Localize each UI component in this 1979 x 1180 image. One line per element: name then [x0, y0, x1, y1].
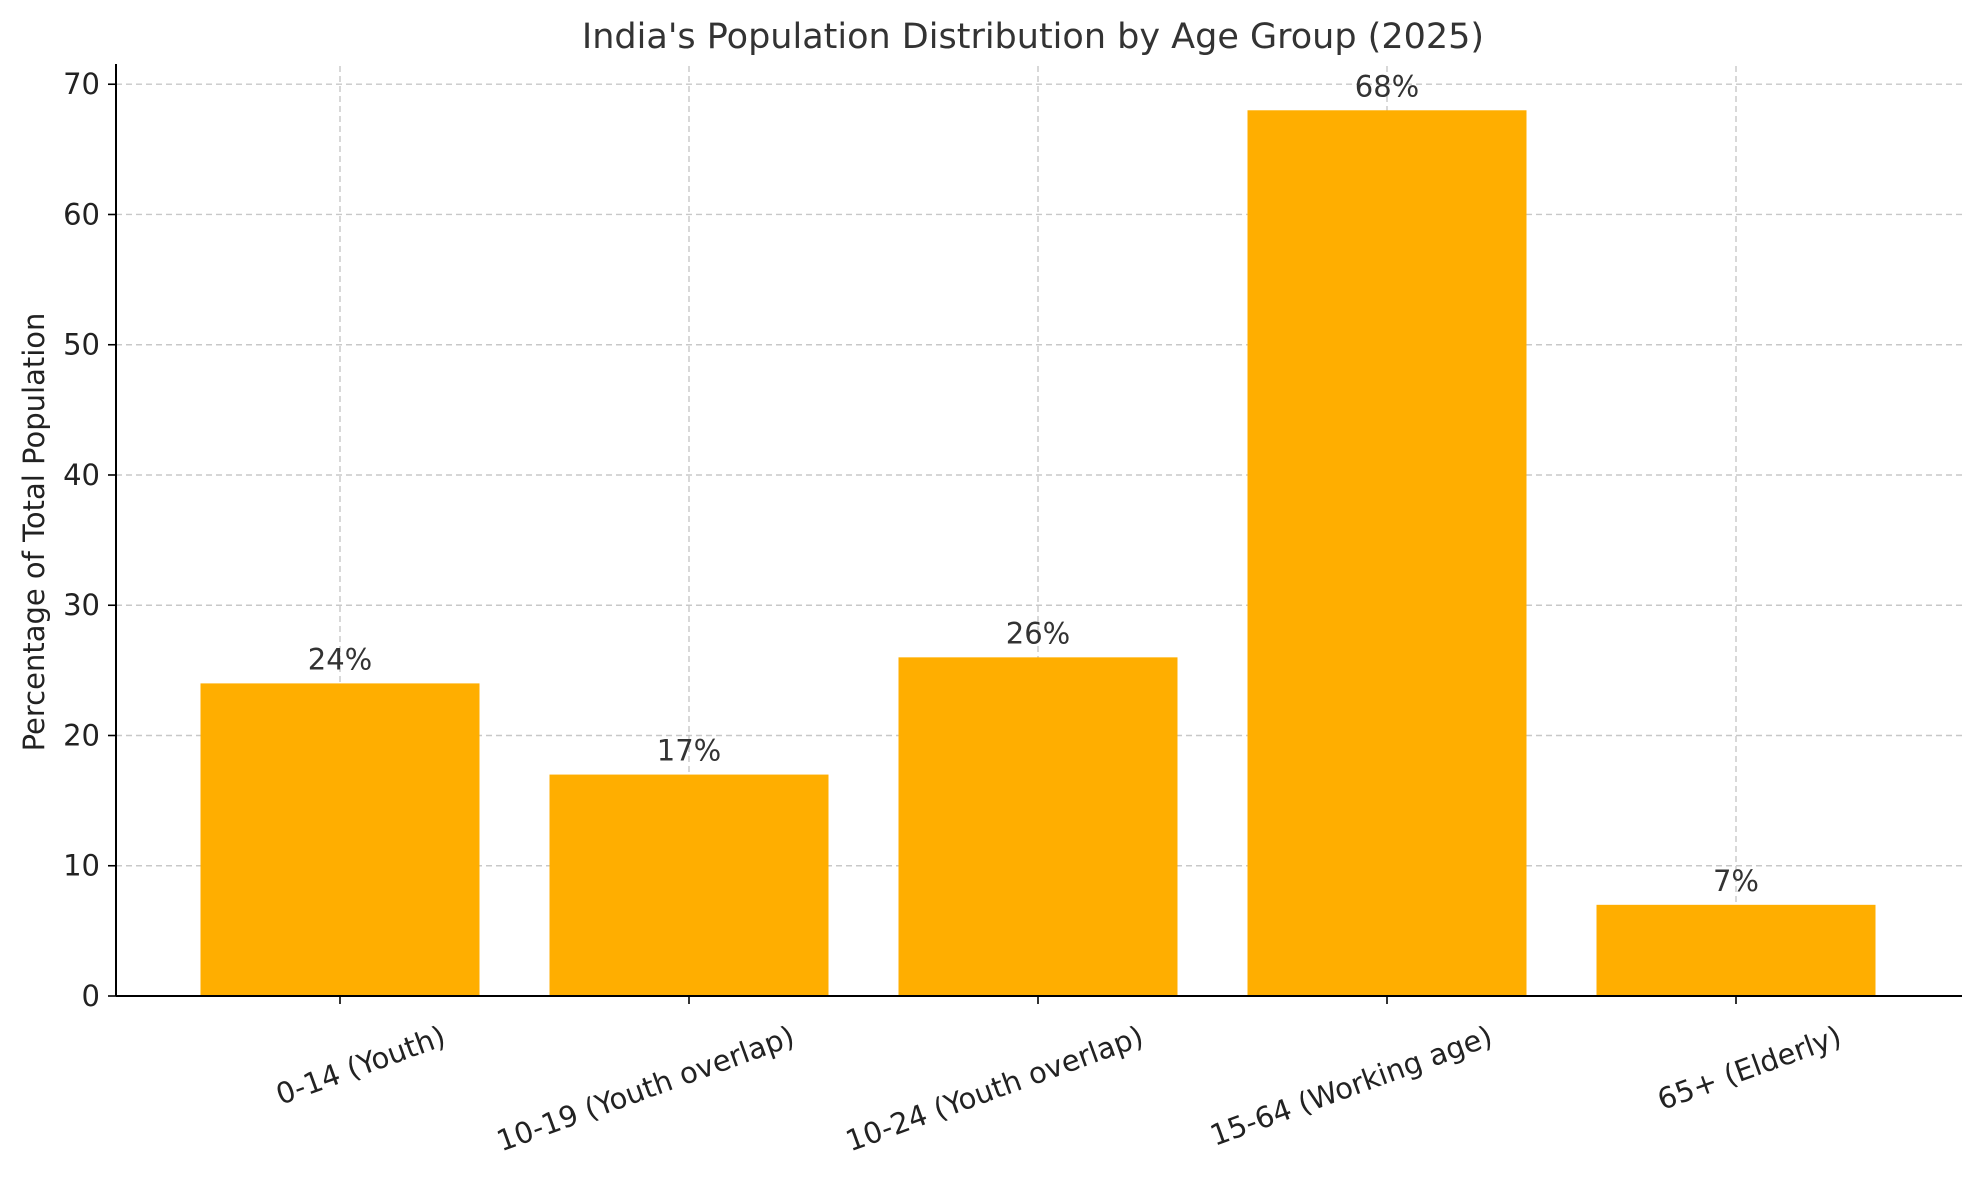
- x-tick-label: 65+ (Elderly): [1653, 1019, 1846, 1117]
- y-tick-label: 30: [63, 588, 100, 622]
- y-tick-label: 70: [63, 67, 100, 101]
- y-tick-label: 20: [63, 718, 100, 752]
- data-labels: 24% 17% 26% 68% 7%: [308, 69, 1759, 898]
- bar-4: [1596, 904, 1876, 996]
- bar-0: [200, 683, 480, 996]
- x-tick-label: 15-64 (Working age): [1205, 1019, 1496, 1153]
- bar-2: [898, 657, 1178, 996]
- y-tick-label: 40: [63, 458, 100, 492]
- data-label: 68%: [1355, 69, 1419, 103]
- y-tick-label: 50: [63, 328, 100, 362]
- bars: [200, 110, 1876, 997]
- y-tick-label: 60: [63, 197, 100, 231]
- chart-title: India's Population Distribution by Age G…: [582, 17, 1484, 57]
- x-tick-label: 0-14 (Youth): [271, 1019, 449, 1112]
- data-label: 17%: [657, 734, 721, 768]
- data-label: 7%: [1713, 864, 1759, 898]
- bar-3: [1247, 110, 1527, 997]
- y-tick-label: 10: [63, 849, 100, 883]
- x-tick-label: 10-19 (Youth overlap): [492, 1019, 799, 1158]
- data-label: 24%: [308, 642, 372, 676]
- x-tick-label: 10-24 (Youth overlap): [841, 1019, 1148, 1158]
- data-label: 26%: [1006, 616, 1070, 650]
- y-tick-label: 0: [82, 979, 100, 1013]
- bar-1: [549, 774, 829, 996]
- y-axis-label: Percentage of Total Population: [17, 313, 51, 752]
